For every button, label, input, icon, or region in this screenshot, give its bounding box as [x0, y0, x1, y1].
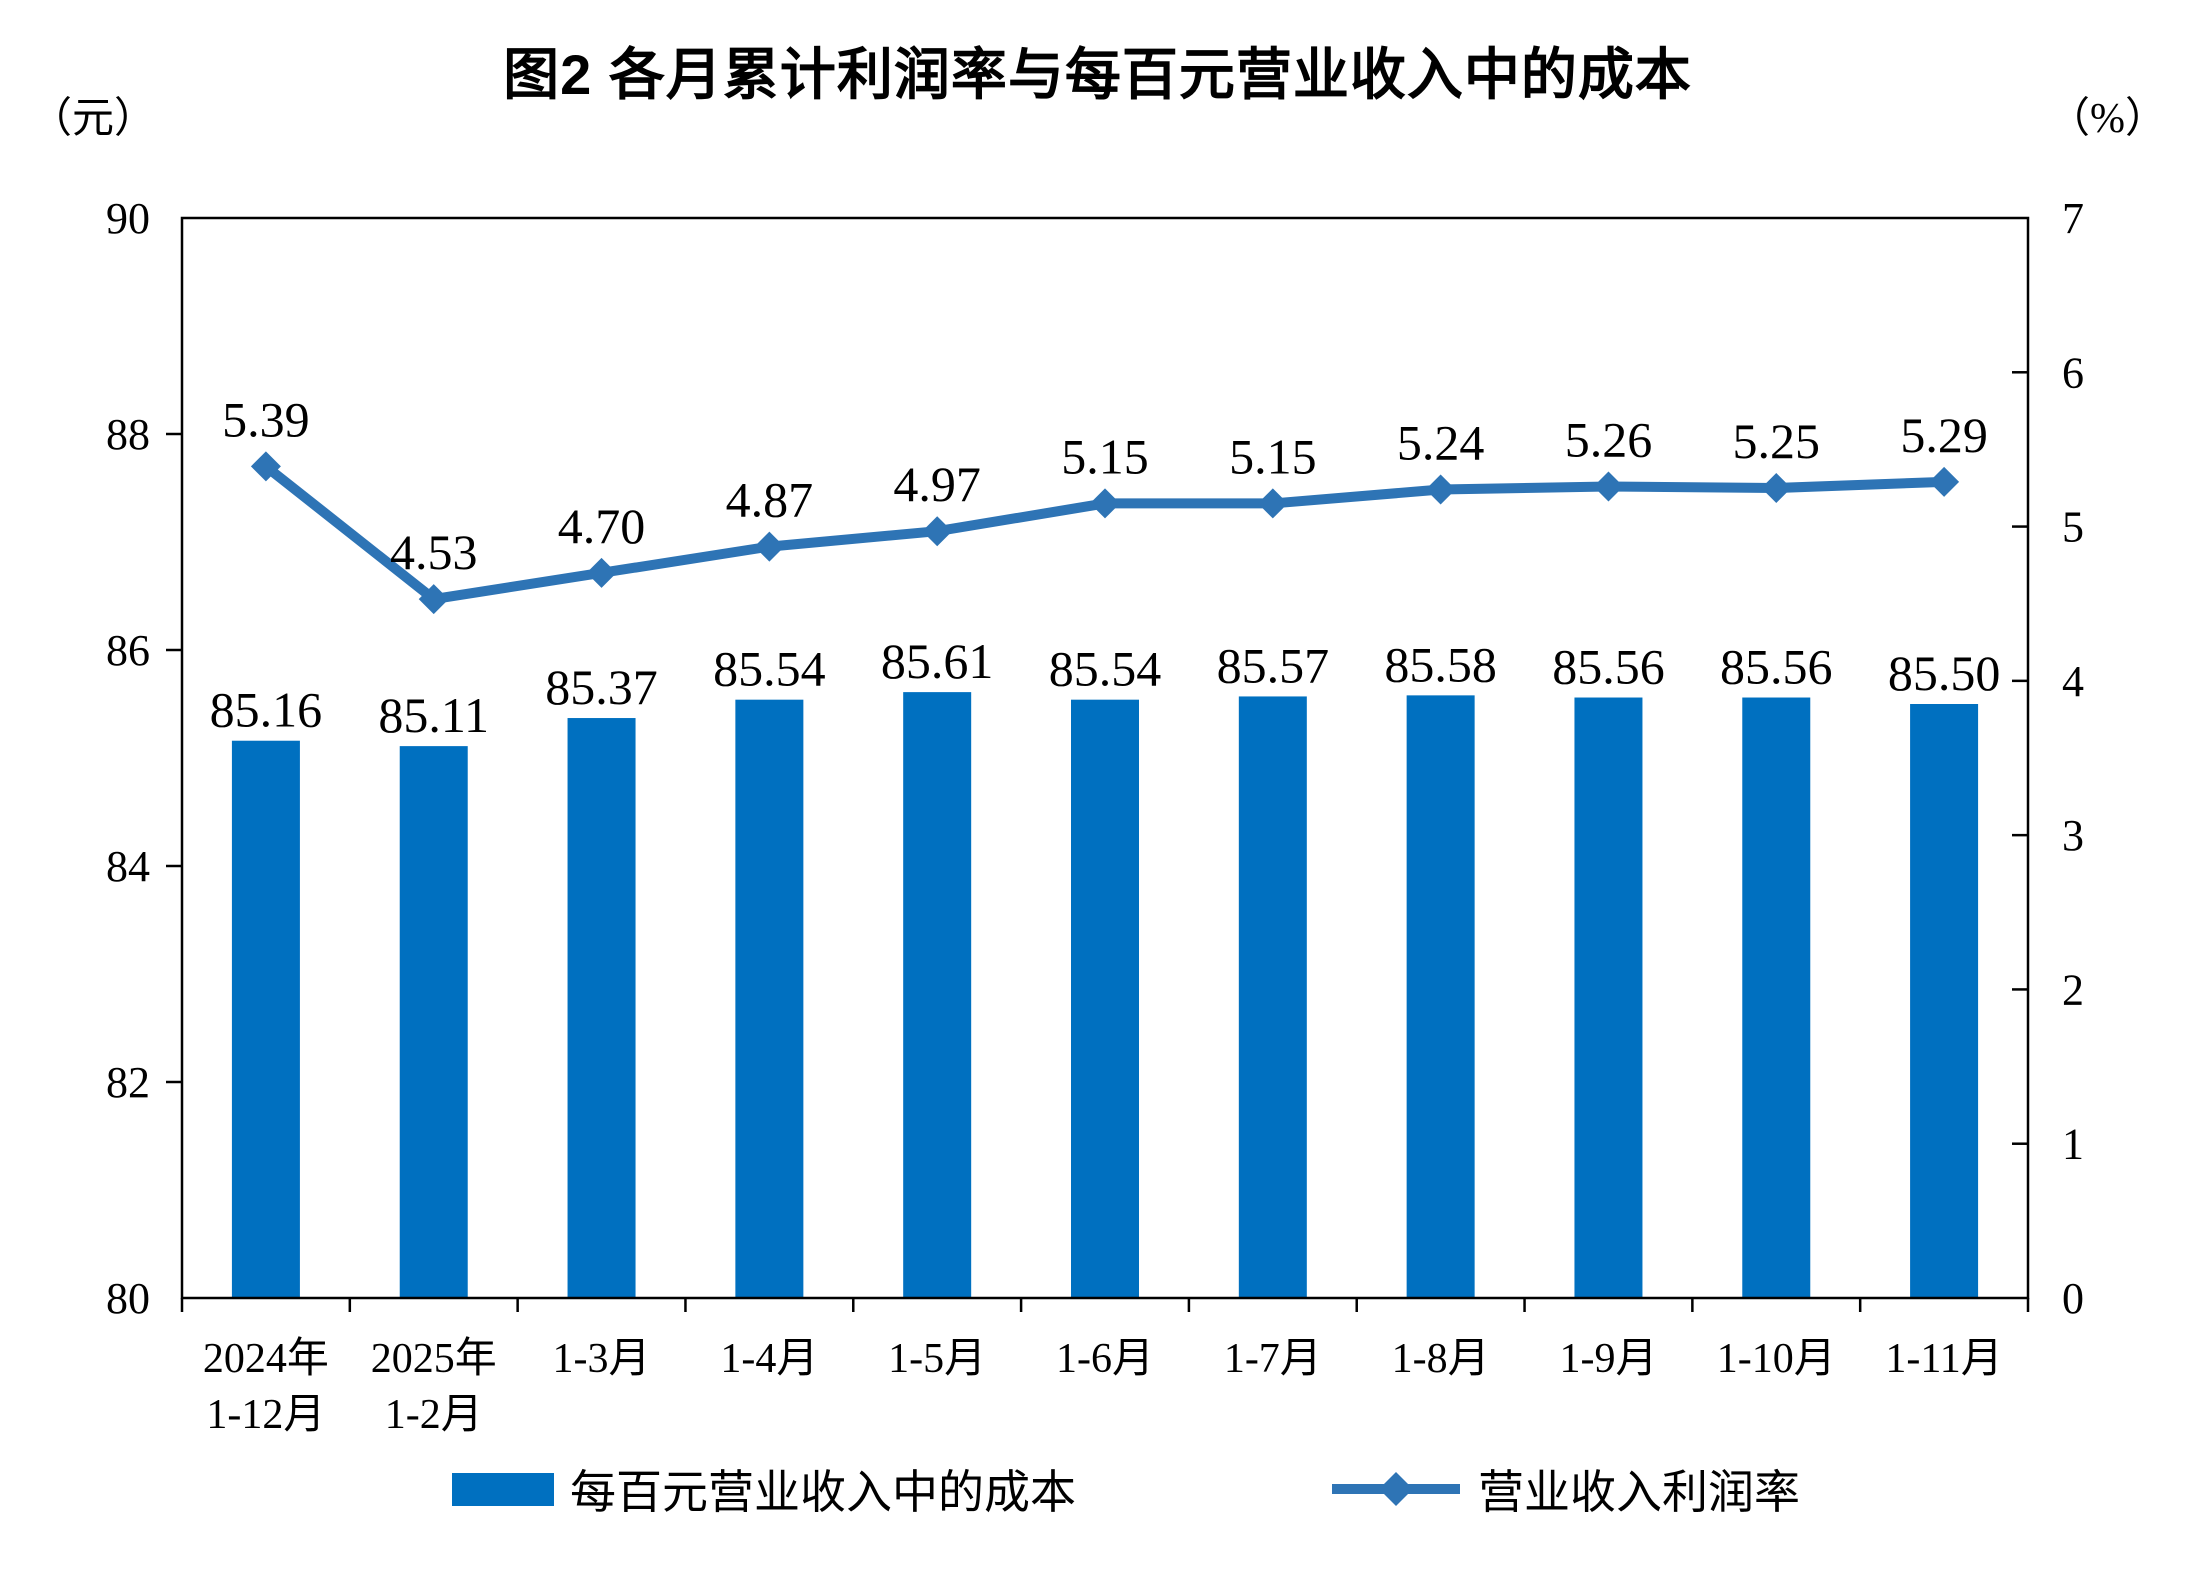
- bar-value-label: 85.56: [1552, 639, 1665, 695]
- bar: [399, 746, 468, 1298]
- bar-value-label: 85.61: [881, 633, 994, 689]
- bar: [567, 718, 636, 1298]
- diamond-marker-icon: [1090, 488, 1120, 519]
- diamond-marker-icon: [754, 531, 785, 562]
- bar: [735, 699, 804, 1298]
- bar-value-label: 85.11: [378, 687, 489, 743]
- bar: [1742, 697, 1811, 1298]
- bar: [903, 692, 972, 1298]
- bar: [1071, 699, 1139, 1298]
- x-axis-label: 1-10月: [1717, 1336, 1836, 1382]
- line-value-label: 5.15: [1061, 428, 1149, 484]
- x-axis-label: 1-3月: [553, 1336, 651, 1382]
- right-axis-tick-label: 1: [2062, 1120, 2084, 1169]
- x-axis-label: 1-7月: [1224, 1336, 1322, 1382]
- line-value-label: 5.26: [1565, 411, 1653, 467]
- bar-value-label: 85.58: [1384, 636, 1497, 692]
- bar-value-label: 85.54: [713, 641, 826, 697]
- diamond-marker-icon: [1425, 474, 1456, 505]
- right-axis-tick-label: 3: [2062, 811, 2084, 860]
- bar: [1238, 696, 1307, 1298]
- line-value-label: 4.97: [893, 456, 981, 512]
- legend-item-cost: 每百元营业收入中的成本: [452, 1456, 1076, 1522]
- left-axis-tick-label: 88: [106, 410, 150, 459]
- right-axis-unit: （%）: [2048, 96, 2167, 142]
- x-axis-label: 1-11月: [1885, 1336, 2002, 1382]
- legend-line-marker-icon: [1332, 1472, 1460, 1506]
- line-series: 5.39 4.53 4.70 4.87 4.97 5.15 5.15 5.24 5.26 5.25…: [222, 391, 1988, 615]
- axes: 80 82 84 86 88 90 0 1 2 3 4 5 6 7 2024年 1-12月 2025年 1-2月 1…: [106, 194, 2084, 1438]
- left-axis-tick-label: 84: [106, 842, 150, 891]
- left-axis-unit: （元）: [30, 96, 157, 142]
- x-axis-label: 2024年 1-12月: [203, 1335, 329, 1438]
- x-axis-label: 1-4月: [720, 1336, 818, 1382]
- legend-item-profit: 营业收入利润率: [1330, 1456, 1800, 1522]
- diamond-marker-icon: [1257, 488, 1288, 519]
- x-axis-label: 2025年 1-2月: [371, 1335, 497, 1438]
- right-axis-tick-label: 2: [2062, 965, 2084, 1014]
- bar: [1574, 697, 1643, 1298]
- right-axis-tick-label: 7: [2062, 194, 2084, 243]
- left-axis-tick-label: 82: [106, 1058, 150, 1107]
- line-value-label: 5.25: [1733, 413, 1821, 469]
- bar-value-label: 85.54: [1049, 641, 1162, 697]
- left-axis-tick-label: 90: [106, 194, 150, 243]
- bar: [1406, 695, 1475, 1298]
- bar-value-label: 85.16: [210, 682, 323, 738]
- line-value-label: 5.24: [1397, 415, 1485, 471]
- bar-value-label: 85.56: [1720, 639, 1833, 695]
- diamond-marker-icon: [250, 451, 281, 482]
- legend-bar-swatch: [452, 1472, 554, 1506]
- x-axis-label: 1-6月: [1056, 1336, 1154, 1382]
- legend-bar-label: 每百元营业收入中的成本: [570, 1467, 1076, 1518]
- x-axis-label: 1-8月: [1392, 1336, 1490, 1382]
- x-axis-label: 1-9月: [1559, 1336, 1657, 1382]
- diamond-marker-icon: [922, 516, 953, 547]
- profit-rate-line: [262, 462, 1945, 605]
- bar-series: 85.16 85.11 85.37 85.54 85.61 85.54 85.57 85.58…: [210, 633, 2001, 1298]
- left-axis-tick-label: 80: [106, 1274, 150, 1323]
- diamond-marker-icon: [1761, 473, 1792, 503]
- chart-title: 图2 各月累计利润率与每百元营业收入中的成本: [503, 43, 1692, 106]
- line-value-label: 4.87: [726, 472, 814, 528]
- bar-value-label: 85.50: [1888, 645, 2001, 701]
- x-axis-label: 1-5月: [888, 1336, 986, 1382]
- diamond-marker-icon: [1593, 471, 1624, 502]
- diamond-marker-icon: [1929, 466, 1960, 497]
- bar-value-label: 85.57: [1217, 637, 1330, 693]
- bar: [1910, 704, 1979, 1298]
- diamond-marker-icon: [586, 557, 617, 588]
- line-value-label: 5.39: [222, 391, 310, 447]
- bar-value-label: 85.37: [545, 659, 658, 715]
- right-axis-tick-label: 4: [2062, 657, 2084, 706]
- plot-border: [180, 216, 2030, 1300]
- line-value-label: 4.70: [558, 498, 646, 554]
- right-axis-tick-label: 5: [2062, 503, 2084, 552]
- diamond-marker-icon: [418, 584, 449, 615]
- left-axis-tick-label: 86: [106, 626, 150, 675]
- legend-line-label: 营业收入利润率: [1478, 1467, 1800, 1518]
- line-value-label: 4.53: [390, 524, 478, 580]
- right-axis-tick-label: 6: [2062, 348, 2084, 397]
- line-value-label: 5.15: [1229, 428, 1317, 484]
- bar: [231, 740, 300, 1298]
- right-axis-tick-label: 0: [2062, 1274, 2084, 1323]
- line-value-label: 5.29: [1900, 407, 1988, 463]
